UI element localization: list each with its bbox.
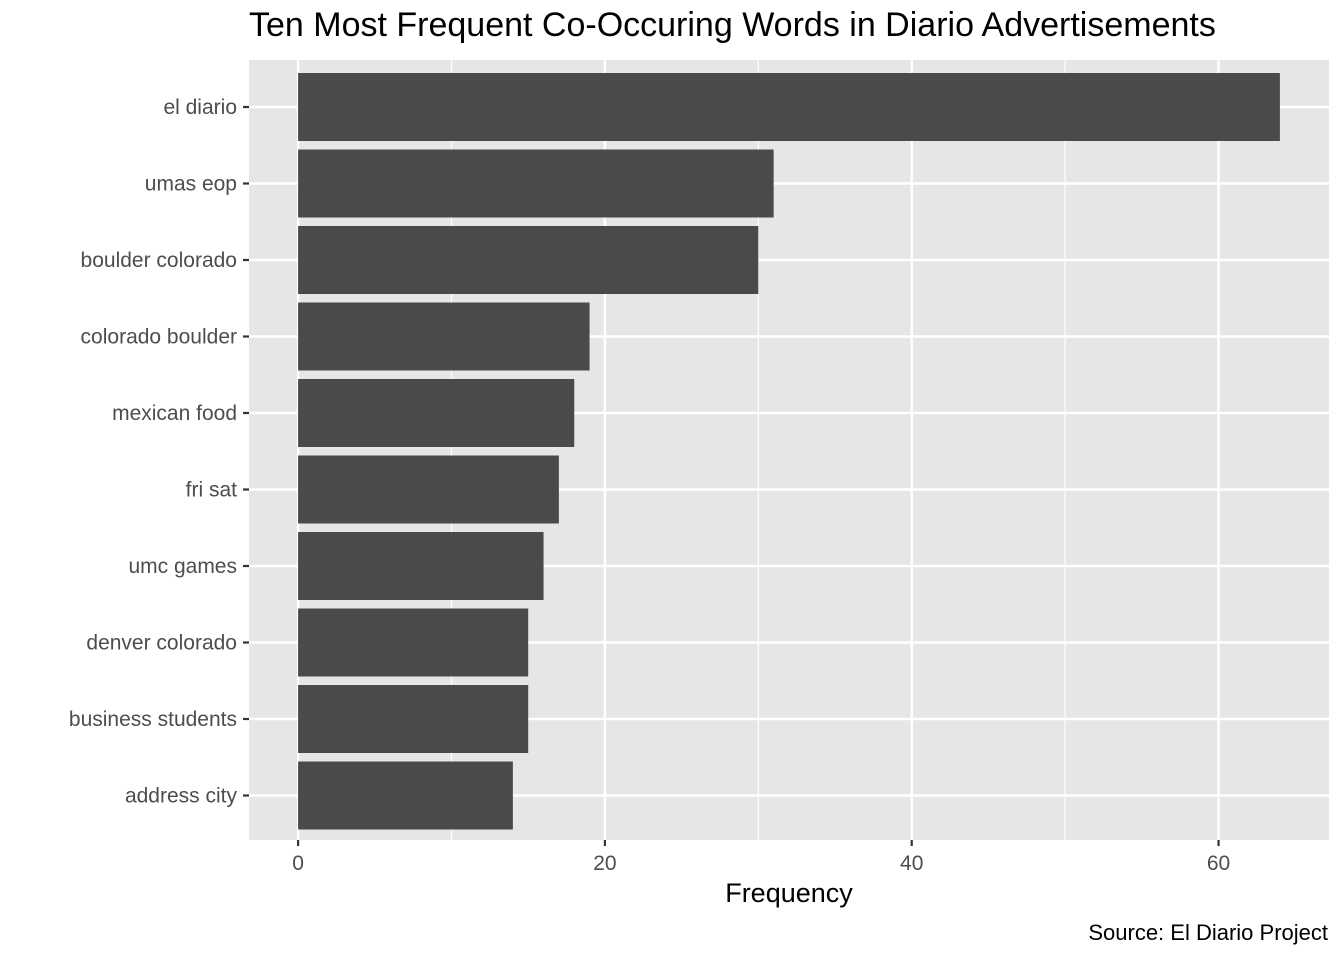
bar-el-diario: [298, 73, 1280, 141]
bar-colorado-boulder: [298, 302, 590, 371]
y-tick-label: business students: [69, 708, 237, 731]
bar-umas-eop: [298, 149, 774, 218]
bar-boulder-colorado: [298, 226, 759, 294]
x-tick-label: 40: [900, 852, 923, 875]
y-axis: el diario umas eop boulder colorado colorad…: [69, 96, 249, 808]
bar-address-city: [298, 761, 513, 830]
bar-umc-games: [298, 532, 544, 600]
x-axis-title: Frequency: [725, 878, 853, 908]
y-tick-label: umc games: [128, 555, 237, 578]
y-tick-label: umas eop: [145, 173, 237, 196]
y-tick-label: address city: [125, 785, 238, 808]
chart-caption: Source: El Diario Project: [1088, 920, 1328, 945]
chart-title: Ten Most Frequent Co-Occuring Words in D…: [249, 6, 1216, 44]
x-tick-label: 20: [593, 852, 616, 875]
bar-business-students: [298, 685, 529, 753]
x-tick-label: 60: [1207, 852, 1230, 875]
x-tick-label: 0: [292, 852, 304, 875]
y-tick-label: mexican food: [112, 402, 237, 425]
y-tick-label: denver colorado: [86, 632, 237, 655]
bar-denver-colorado: [298, 608, 529, 677]
y-tick-label: el diario: [163, 96, 237, 119]
x-axis: 0 20 40 60: [292, 840, 1230, 875]
bars: [298, 73, 1280, 830]
y-tick-label: boulder colorado: [81, 249, 237, 272]
bar-mexican-food: [298, 379, 575, 447]
bar-fri-sat: [298, 455, 559, 524]
y-tick-label: colorado boulder: [81, 326, 237, 349]
y-tick-label: fri sat: [186, 479, 238, 502]
